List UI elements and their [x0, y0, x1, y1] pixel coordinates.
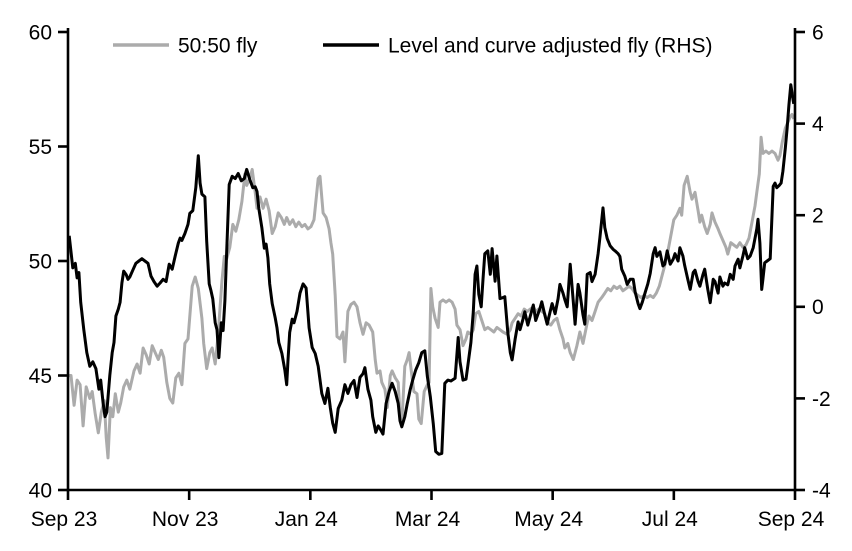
y-axis-right-tick-label: -2: [812, 388, 831, 411]
y-axis-right-tick-label: 6: [812, 21, 824, 44]
y-axis-right-tick-label: 4: [812, 113, 824, 136]
y-axis-right-tick-label: -4: [812, 479, 831, 502]
x-axis-tick-label: Nov 23: [152, 508, 219, 531]
x-axis-tick-label: Mar 24: [395, 508, 461, 531]
x-axis-tick-label: Sep 23: [31, 508, 98, 531]
legend-item-5050-fly: 50:50 fly: [113, 34, 258, 57]
legend-item-level-curve-adjusted-fly: Level and curve adjusted fly (RHS): [323, 34, 713, 57]
legend: 50:50 fly Level and curve adjusted fly (R…: [113, 34, 713, 57]
plot-series: [67, 83, 796, 460]
y-axis-left-tick-label: 55: [29, 136, 52, 159]
x-axis-tick-label: Jul 24: [642, 508, 698, 531]
legend-label: 50:50 fly: [178, 34, 258, 57]
y-axis-right-tick-label: 0: [812, 296, 824, 319]
y-axis-left-tick-label: 60: [29, 21, 52, 44]
y-axis-left: 60 55 50 45 40: [29, 21, 70, 502]
legend-label: Level and curve adjusted fly (RHS): [388, 34, 713, 57]
y-axis-right: 6 4 2 0 -2 -4: [793, 21, 831, 502]
series-line-level-curve-adjusted-fly: [67, 83, 796, 456]
x-axis-tick-label: May 24: [514, 508, 583, 531]
x-axis: Sep 23 Nov 23 Jan 24 Mar 24 May 24 Jul 24 Sep …: [31, 488, 825, 531]
y-axis-left-tick-label: 45: [29, 365, 52, 388]
series-line-5050-fly: [68, 112, 796, 460]
x-axis-tick-label: Jan 24: [275, 508, 338, 531]
x-axis-tick-label: Sep 24: [758, 508, 825, 531]
y-axis-right-tick-label: 2: [812, 205, 824, 228]
y-axis-left-tick-label: 40: [29, 479, 52, 502]
y-axis-left-tick-label: 50: [29, 250, 52, 273]
